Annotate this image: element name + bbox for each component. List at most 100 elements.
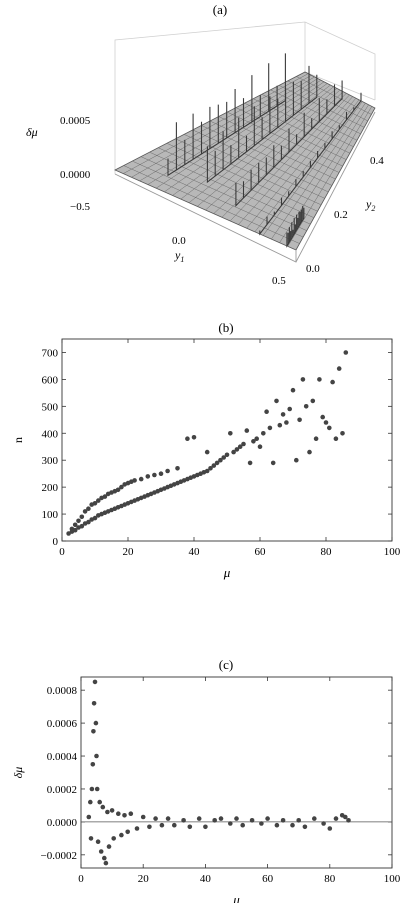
data-point (218, 816, 224, 821)
data-point (94, 753, 99, 759)
x-tick-label: 40 (189, 546, 201, 558)
data-point (320, 414, 326, 420)
data-point (103, 860, 109, 866)
panel-a-ylabel: y2 (365, 197, 375, 213)
panel-a-gridline (287, 106, 373, 247)
data-point (79, 514, 85, 520)
data-point (249, 818, 255, 823)
data-point (294, 457, 299, 463)
data-point (330, 379, 335, 385)
panel-a-gridline (262, 101, 363, 236)
panel-a-gridline (254, 99, 360, 232)
data-point (153, 816, 158, 821)
y-tick-label: 400 (42, 428, 59, 440)
data-point (241, 441, 246, 447)
data-point (159, 822, 165, 828)
data-point (280, 818, 286, 823)
panel-b: (b) 0 20 40 60 80 100 0 100 200 300 400 500 600 700 μ n (11, 320, 401, 580)
x-axis-label: μ (223, 565, 231, 580)
data-point (346, 818, 351, 823)
data-point (89, 786, 95, 792)
data-point (191, 435, 197, 440)
data-point (128, 811, 134, 816)
panel-a-ridges (167, 53, 362, 248)
data-point (259, 821, 264, 826)
data-point (297, 417, 302, 423)
data-point (270, 460, 276, 466)
data-point (72, 522, 78, 528)
panel-a-grid (123, 73, 373, 247)
data-point (88, 799, 93, 805)
data-point (175, 466, 180, 471)
data-point (343, 350, 349, 355)
data-point (218, 457, 223, 463)
panel-a-xtick-1: 0.0 (172, 235, 186, 247)
x-tick-label: 100 (384, 873, 401, 885)
panel-a-ridge (167, 53, 286, 177)
y-tick-label: 0.0004 (47, 751, 78, 763)
x-tick-label: 80 (324, 873, 336, 885)
data-point (109, 808, 115, 813)
data-point (203, 824, 208, 830)
data-point (165, 468, 170, 474)
x-tick-label: 100 (384, 546, 401, 558)
data-point (86, 519, 91, 525)
panel-a-gridline (238, 96, 353, 225)
data-point (234, 447, 240, 452)
data-point (97, 799, 102, 805)
panel-c-label: (c) (219, 657, 233, 672)
y-tick-label: 200 (42, 482, 59, 494)
data-point (323, 420, 329, 425)
x-tick-label: 40 (200, 873, 212, 885)
data-point (100, 804, 106, 810)
panel-a-ytick-1: 0.2 (334, 209, 348, 221)
data-point (303, 404, 309, 409)
data-point (72, 527, 78, 533)
data-point (90, 762, 96, 767)
y-tick-label: 0.0000 (47, 817, 78, 829)
panel-a-ridge (259, 92, 362, 236)
data-point (267, 425, 273, 431)
panel-a-ridge (235, 80, 343, 207)
data-point (119, 484, 124, 490)
data-point (343, 814, 348, 820)
data-point (147, 824, 152, 830)
data-point (92, 515, 98, 521)
panel-a-gridline (246, 98, 357, 229)
plot-frame (61, 338, 393, 542)
y-tick-label: 100 (42, 509, 59, 521)
data-point (88, 836, 94, 841)
data-point (228, 821, 233, 826)
panel-a-gridline (209, 120, 336, 180)
data-point (102, 855, 107, 861)
data-point (333, 436, 339, 442)
data-point (158, 471, 164, 477)
panel-a-xtick-2: 0.5 (272, 275, 286, 287)
x-tick-label: 0 (59, 546, 65, 558)
data-point (228, 431, 233, 436)
y-tick-label: 0 (53, 536, 59, 548)
data-point (312, 816, 317, 821)
panel-a-gridline (244, 102, 350, 154)
panel-a-ztick-0: 0.0005 (60, 115, 91, 127)
data-point (119, 832, 124, 838)
data-point (204, 468, 210, 474)
panel-a-gridline (227, 111, 343, 167)
panel-a: (a) δμ 0.0005 0.0000 −0.5 0.0 0.5 y1 0.4… (26, 2, 384, 287)
panel-a-xtick-0: −0.5 (70, 201, 90, 213)
data-point (310, 398, 316, 404)
data-point (86, 814, 92, 820)
panel-a-zlabel: δμ (26, 125, 38, 139)
y-tick-label: 700 (42, 347, 59, 359)
panel-a-gridline (213, 91, 344, 214)
x-tick-label: 80 (321, 546, 333, 558)
data-point (185, 436, 190, 442)
data-point (336, 366, 342, 371)
data-point (300, 377, 306, 382)
panel-a-ztick-1: 0.0000 (60, 169, 91, 181)
x-tick-label: 0 (78, 873, 84, 885)
y-tick-label: −0.0002 (41, 850, 77, 862)
data-point (196, 816, 202, 821)
data-point (234, 816, 239, 821)
data-point (187, 824, 193, 830)
